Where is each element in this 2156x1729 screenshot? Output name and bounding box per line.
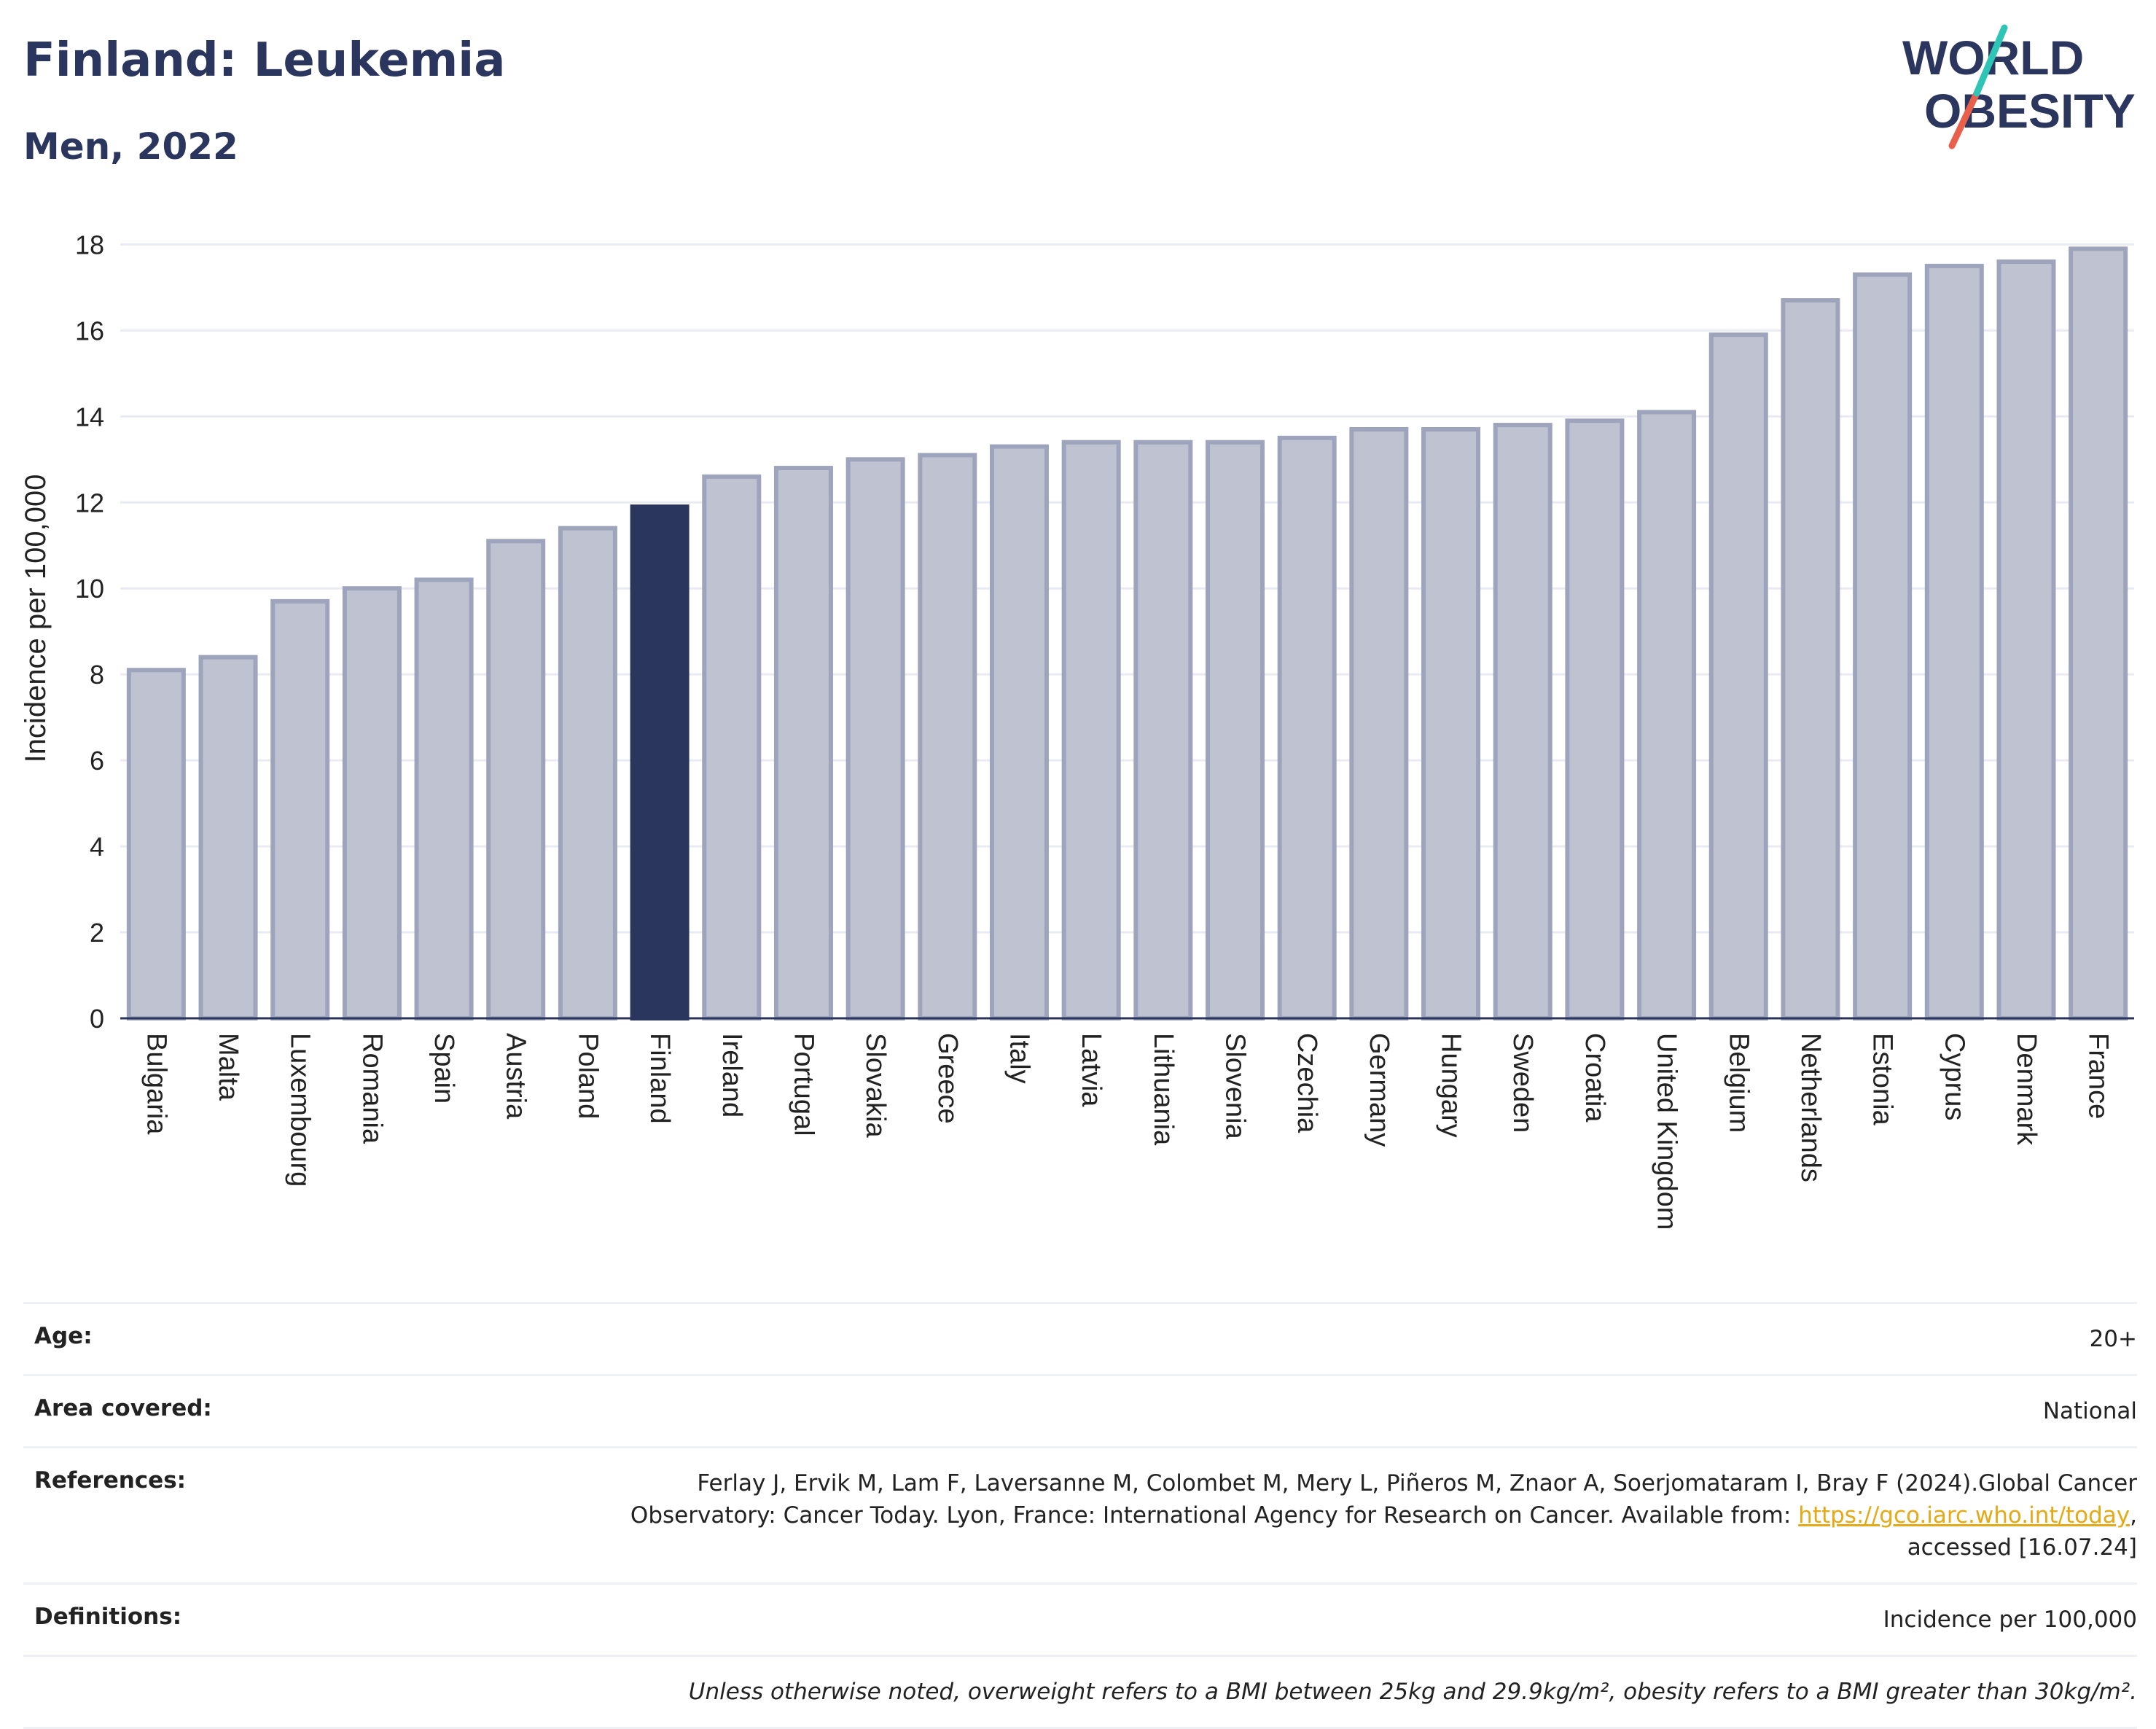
page-subtitle: Men, 2022	[23, 125, 238, 168]
info-table: Age: 20+ Area covered: National Referenc…	[23, 1302, 2137, 1729]
bar-lithuania	[1133, 440, 1193, 1020]
references-link[interactable]: https://gco.iarc.who.int/today	[1798, 1502, 2130, 1529]
y-tick-label: 16	[75, 316, 104, 346]
area-value: National	[2042, 1398, 2137, 1424]
definitions-value: Incidence per 100,000	[1883, 1607, 2137, 1633]
x-tick-label: Greece	[932, 1033, 963, 1124]
bar-france	[2069, 246, 2128, 1021]
x-tick-label: Slovenia	[1220, 1033, 1251, 1140]
y-tick-label: 10	[75, 574, 104, 604]
x-tick-label: Austria	[501, 1033, 531, 1120]
x-tick-label: Czechia	[1292, 1033, 1322, 1133]
age-label: Age:	[34, 1323, 93, 1349]
page-title: Finland: Leukemia	[23, 34, 506, 87]
bar-denmark	[1996, 259, 2056, 1020]
y-tick-label: 4	[90, 832, 104, 862]
info-row-age: Age: 20+	[23, 1302, 2137, 1374]
bar-greece	[918, 453, 977, 1020]
bar-ireland	[702, 474, 762, 1020]
references-label: References:	[34, 1467, 187, 1494]
bar-germany	[1349, 426, 1409, 1020]
references-value: Ferlay J, Ervik M, Lam F, Laversanne M, …	[630, 1467, 2137, 1564]
bar-slovakia	[845, 457, 905, 1021]
y-tick-label: 12	[75, 488, 104, 518]
bar-hungary	[1421, 426, 1481, 1020]
bmi-note: Unless otherwise noted, overweight refer…	[688, 1679, 2137, 1705]
bar-romania	[342, 586, 402, 1020]
bar-latvia	[1061, 440, 1121, 1020]
bar-cyprus	[1924, 263, 1984, 1020]
y-tick-label: 0	[90, 1004, 104, 1034]
x-tick-label: Finland	[644, 1033, 675, 1124]
x-tick-label: Lithuania	[1148, 1033, 1179, 1146]
info-row-area: Area covered: National	[23, 1374, 2137, 1446]
x-tick-label: Slovakia	[860, 1033, 891, 1138]
bar-poland	[558, 526, 617, 1021]
bar-italy	[989, 444, 1049, 1021]
x-tick-label: Ireland	[716, 1033, 747, 1117]
y-axis-ticks: 0 2 4 6 8 10 12 14 16 18	[75, 230, 104, 1034]
x-tick-label: Sweden	[1507, 1033, 1538, 1133]
x-axis-ticks: Bulgaria Malta Luxembourg Romania Spain Austr…	[141, 1033, 2113, 1230]
bar-netherlands	[1781, 298, 1840, 1020]
x-tick-label: Hungary	[1436, 1033, 1466, 1138]
y-axis-label: Incidence per 100,000	[20, 475, 52, 763]
bar-austria	[486, 539, 546, 1021]
bar-chart: 0 2 4 6 8 10 12 14 16 18 Bulgaria Malta Luxembourg R…	[20, 230, 2134, 1230]
x-tick-label: France	[2083, 1033, 2114, 1119]
age-value: 20+	[2089, 1326, 2137, 1352]
y-tick-label: 14	[75, 402, 104, 432]
bar-finland	[630, 504, 690, 1021]
x-tick-label: Croatia	[1579, 1033, 1610, 1123]
x-tick-label: Estonia	[1867, 1033, 1898, 1126]
definitions-label: Definitions:	[34, 1604, 182, 1630]
bar-croatia	[1565, 418, 1625, 1020]
x-tick-label: Poland	[572, 1033, 603, 1119]
bar-malta	[198, 655, 258, 1020]
y-tick-label: 2	[90, 918, 104, 948]
x-tick-label: Denmark	[2011, 1033, 2042, 1146]
x-tick-label: Belgium	[1723, 1033, 1754, 1133]
logo-slash-lower	[1948, 90, 1980, 149]
y-tick-label: 18	[75, 230, 104, 259]
references-text-2: Observatory: Cancer Today. Lyon, France:…	[630, 1502, 1799, 1529]
bar-estonia	[1853, 272, 1913, 1020]
y-tick-label: 6	[90, 746, 104, 776]
info-row-references: References: Ferlay J, Ervik M, Lam F, La…	[23, 1446, 2137, 1582]
x-tick-label: Bulgaria	[141, 1033, 171, 1135]
x-tick-label: Malta	[213, 1033, 243, 1101]
bar-sweden	[1493, 423, 1552, 1020]
x-tick-label: Luxembourg	[285, 1033, 316, 1187]
bar-united-kingdom	[1637, 410, 1697, 1021]
x-tick-label: Spain	[429, 1033, 459, 1104]
bars	[126, 246, 2128, 1021]
logo-line-2: OBESITY	[1924, 84, 2136, 138]
bar-czechia	[1277, 435, 1337, 1020]
area-label: Area covered:	[34, 1395, 212, 1421]
x-tick-label: United Kingdom	[1652, 1033, 1682, 1230]
x-tick-label: Cyprus	[1939, 1033, 1969, 1120]
references-text-3: ,	[2130, 1502, 2137, 1529]
world-obesity-logo: WORLD OBESITY	[1902, 24, 2136, 149]
references-text-4: accessed [16.07.24]	[1907, 1534, 2137, 1561]
x-tick-label: Latvia	[1076, 1033, 1106, 1107]
bar-bulgaria	[126, 668, 186, 1020]
x-tick-label: Italy	[1004, 1033, 1034, 1084]
x-tick-label: Germany	[1364, 1033, 1394, 1147]
x-tick-label: Netherlands	[1795, 1033, 1826, 1182]
y-tick-label: 8	[90, 660, 104, 690]
bar-luxembourg	[270, 598, 330, 1020]
bar-portugal	[773, 466, 833, 1020]
bar-slovenia	[1206, 440, 1265, 1020]
references-text-1: Ferlay J, Ervik M, Lam F, Laversanne M, …	[697, 1470, 2137, 1496]
info-row-definitions: Definitions: Incidence per 100,000	[23, 1582, 2137, 1655]
x-tick-label: Romania	[356, 1033, 387, 1144]
x-tick-label: Portugal	[788, 1033, 819, 1136]
logo-slash-upper	[1973, 24, 2008, 97]
bar-spain	[414, 577, 474, 1020]
bar-belgium	[1708, 332, 1768, 1020]
info-row-note: Unless otherwise noted, overweight refer…	[23, 1655, 2137, 1729]
